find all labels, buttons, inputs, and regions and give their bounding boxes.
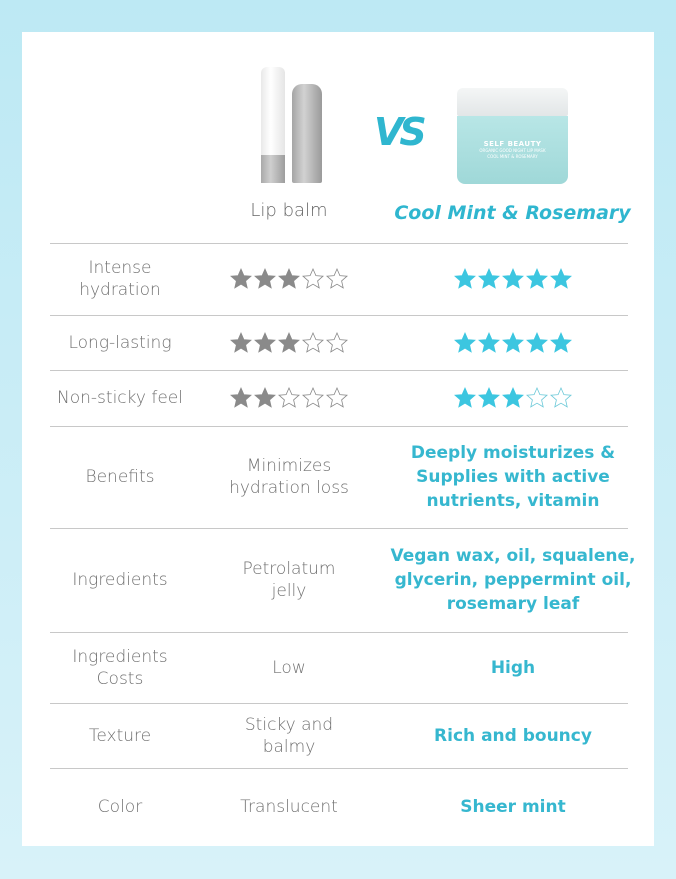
product-rating: [380, 386, 646, 410]
star-filled-icon: [526, 331, 548, 353]
lip-balm-stars: [224, 331, 354, 355]
product-rating: [380, 267, 646, 291]
row-divider: [50, 528, 628, 529]
row-label: Non-sticky feel: [57, 388, 183, 408]
star-filled-icon: [502, 331, 524, 353]
product-value: Sheer mint: [460, 797, 566, 817]
star-empty-icon: [302, 331, 324, 353]
text-row: Texture Sticky and balmy Rich and bouncy: [50, 703, 628, 768]
product-stars: [380, 331, 646, 355]
rating-row: Intense hydration: [50, 243, 628, 315]
product-rating: [380, 331, 646, 355]
text-row: Ingredients Costs Low High: [50, 632, 628, 703]
product-value: High: [490, 657, 536, 678]
star-filled-icon: [454, 387, 476, 408]
row-divider: [50, 370, 628, 371]
row-label: Texture: [88, 725, 152, 746]
row-divider: [50, 703, 628, 704]
star-empty-icon: [550, 387, 572, 408]
star-filled-icon: [254, 331, 276, 353]
star-filled-icon: [254, 268, 276, 289]
star-empty-icon: [302, 268, 324, 289]
star-filled-icon: [502, 268, 524, 289]
row-label: Intense hydration: [79, 258, 161, 300]
row-label: Ingredients Costs: [72, 646, 168, 689]
star-filled-icon: [526, 268, 548, 289]
product-stars: [380, 386, 646, 410]
star-filled-icon: [478, 331, 500, 353]
star-filled-icon: [550, 268, 572, 289]
star-filled-icon: [254, 387, 276, 408]
row-label: Benefits: [85, 467, 155, 487]
star-empty-icon: [302, 387, 324, 408]
rating-row: Non-sticky feel: [50, 370, 628, 426]
rating-row: Long-lasting: [50, 315, 628, 370]
product-stars: [380, 267, 646, 291]
row-label: Color: [97, 797, 143, 817]
lip-balm-value: Minimizes hydration loss: [229, 456, 349, 498]
star-filled-icon: [230, 268, 252, 289]
star-filled-icon: [478, 387, 500, 408]
product-heading: Cool Mint & Rosemary: [394, 202, 631, 224]
star-empty-icon: [526, 387, 548, 408]
star-filled-icon: [502, 387, 524, 408]
row-label: Ingredients: [72, 570, 168, 590]
row-divider: [50, 768, 628, 769]
product-value: Deeply moisturizes & Supplies with activ…: [410, 443, 616, 511]
lip-balm-value: Sticky and balmy: [244, 714, 334, 757]
text-row: Benefits Minimizes hydration loss Deeply m…: [50, 426, 628, 528]
row-divider: [50, 632, 628, 633]
star-filled-icon: [230, 331, 252, 353]
vs-label: VS: [374, 110, 427, 154]
product-value: Rich and bouncy: [434, 725, 592, 746]
text-row: Color Translucent Sheer mint: [50, 768, 628, 846]
row-divider: [50, 426, 628, 427]
lip-balm-value: Translucent: [240, 797, 338, 817]
lip-balm-heading: Lip balm: [250, 200, 328, 221]
lip-balm-rating: [210, 267, 368, 291]
star-filled-icon: [230, 387, 252, 408]
lip-balm-rating: [210, 331, 368, 355]
lip-balm-stars: [224, 267, 354, 291]
star-filled-icon: [278, 268, 300, 289]
row-divider: [50, 243, 628, 244]
star-empty-icon: [326, 268, 348, 289]
star-filled-icon: [478, 268, 500, 289]
text-row: Ingredients Petrolatum jelly Vegan wax, oi…: [50, 528, 635, 632]
lip-balm-rating: [210, 386, 368, 410]
star-empty-icon: [326, 387, 348, 408]
row-label: Long-lasting: [68, 332, 172, 353]
lip-balm-value: Low: [272, 657, 306, 678]
star-filled-icon: [550, 331, 572, 353]
star-empty-icon: [278, 387, 300, 408]
lip-balm-stars: [224, 386, 354, 410]
star-filled-icon: [454, 331, 476, 353]
lip-mask-jar-image: SELF BEAUTY ORGANIC GOOD NIGHT LIP MASK …: [457, 88, 568, 184]
star-filled-icon: [278, 331, 300, 353]
lip-balm-value: Petrolatum jelly: [242, 559, 336, 601]
row-divider: [50, 315, 628, 316]
star-empty-icon: [326, 331, 348, 353]
star-filled-icon: [454, 268, 476, 289]
product-value: Vegan wax, oil, squalene, glycerin, pepp…: [390, 546, 636, 614]
